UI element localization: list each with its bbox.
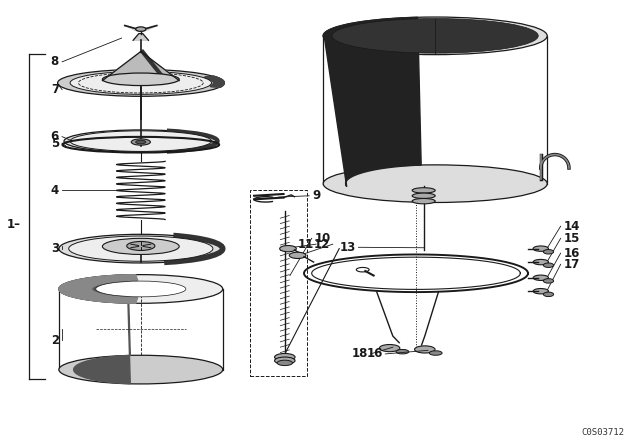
Polygon shape [133, 34, 148, 40]
Ellipse shape [131, 139, 150, 145]
Ellipse shape [533, 246, 548, 251]
Polygon shape [59, 275, 131, 384]
Ellipse shape [412, 198, 435, 204]
Ellipse shape [275, 353, 295, 361]
Ellipse shape [412, 188, 435, 193]
Ellipse shape [543, 292, 554, 297]
Text: 18: 18 [351, 347, 368, 361]
Ellipse shape [332, 18, 538, 53]
Polygon shape [102, 52, 179, 81]
Text: 14: 14 [563, 220, 580, 233]
Ellipse shape [533, 275, 548, 280]
Ellipse shape [543, 263, 554, 267]
Polygon shape [125, 26, 139, 31]
Ellipse shape [412, 193, 435, 198]
Ellipse shape [59, 234, 223, 263]
Ellipse shape [136, 140, 146, 144]
Ellipse shape [380, 345, 400, 352]
Text: C0S03712: C0S03712 [581, 428, 624, 437]
Ellipse shape [58, 69, 224, 96]
Ellipse shape [102, 73, 179, 86]
Text: 16: 16 [563, 246, 580, 260]
Text: 12: 12 [314, 237, 330, 251]
Ellipse shape [275, 357, 295, 364]
Ellipse shape [533, 289, 548, 294]
Ellipse shape [323, 17, 547, 55]
Ellipse shape [289, 252, 306, 258]
Text: 4: 4 [51, 184, 59, 197]
Polygon shape [143, 26, 157, 31]
Text: 8: 8 [51, 55, 59, 69]
Text: 10: 10 [315, 232, 331, 245]
Text: 1–: 1– [6, 217, 20, 231]
Ellipse shape [70, 131, 211, 151]
Ellipse shape [136, 27, 146, 31]
Ellipse shape [533, 259, 548, 265]
Text: 6: 6 [51, 130, 59, 143]
Ellipse shape [543, 279, 554, 283]
Polygon shape [59, 275, 138, 303]
Ellipse shape [96, 281, 186, 297]
Ellipse shape [277, 360, 292, 366]
Text: 7: 7 [51, 83, 59, 96]
Text: 11: 11 [298, 237, 314, 251]
Ellipse shape [415, 346, 435, 353]
Text: 13: 13 [340, 241, 356, 254]
Ellipse shape [59, 355, 223, 384]
Text: 15: 15 [563, 232, 580, 245]
Ellipse shape [68, 236, 213, 261]
Ellipse shape [323, 165, 547, 202]
Text: 3: 3 [51, 242, 59, 255]
Ellipse shape [102, 238, 179, 254]
Text: 5: 5 [51, 137, 59, 150]
Ellipse shape [280, 246, 296, 252]
Ellipse shape [70, 72, 211, 95]
Text: 17: 17 [563, 258, 579, 271]
Text: 9: 9 [312, 189, 321, 202]
Polygon shape [323, 17, 421, 187]
Ellipse shape [543, 250, 554, 254]
Text: 2: 2 [51, 334, 59, 347]
Ellipse shape [64, 130, 218, 152]
Ellipse shape [59, 275, 223, 303]
Ellipse shape [429, 351, 442, 355]
Ellipse shape [127, 241, 155, 250]
Ellipse shape [396, 349, 409, 354]
Text: 16: 16 [366, 347, 383, 361]
